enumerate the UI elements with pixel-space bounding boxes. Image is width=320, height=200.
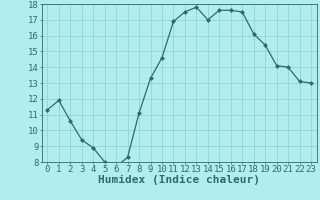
X-axis label: Humidex (Indice chaleur): Humidex (Indice chaleur) bbox=[98, 175, 260, 185]
